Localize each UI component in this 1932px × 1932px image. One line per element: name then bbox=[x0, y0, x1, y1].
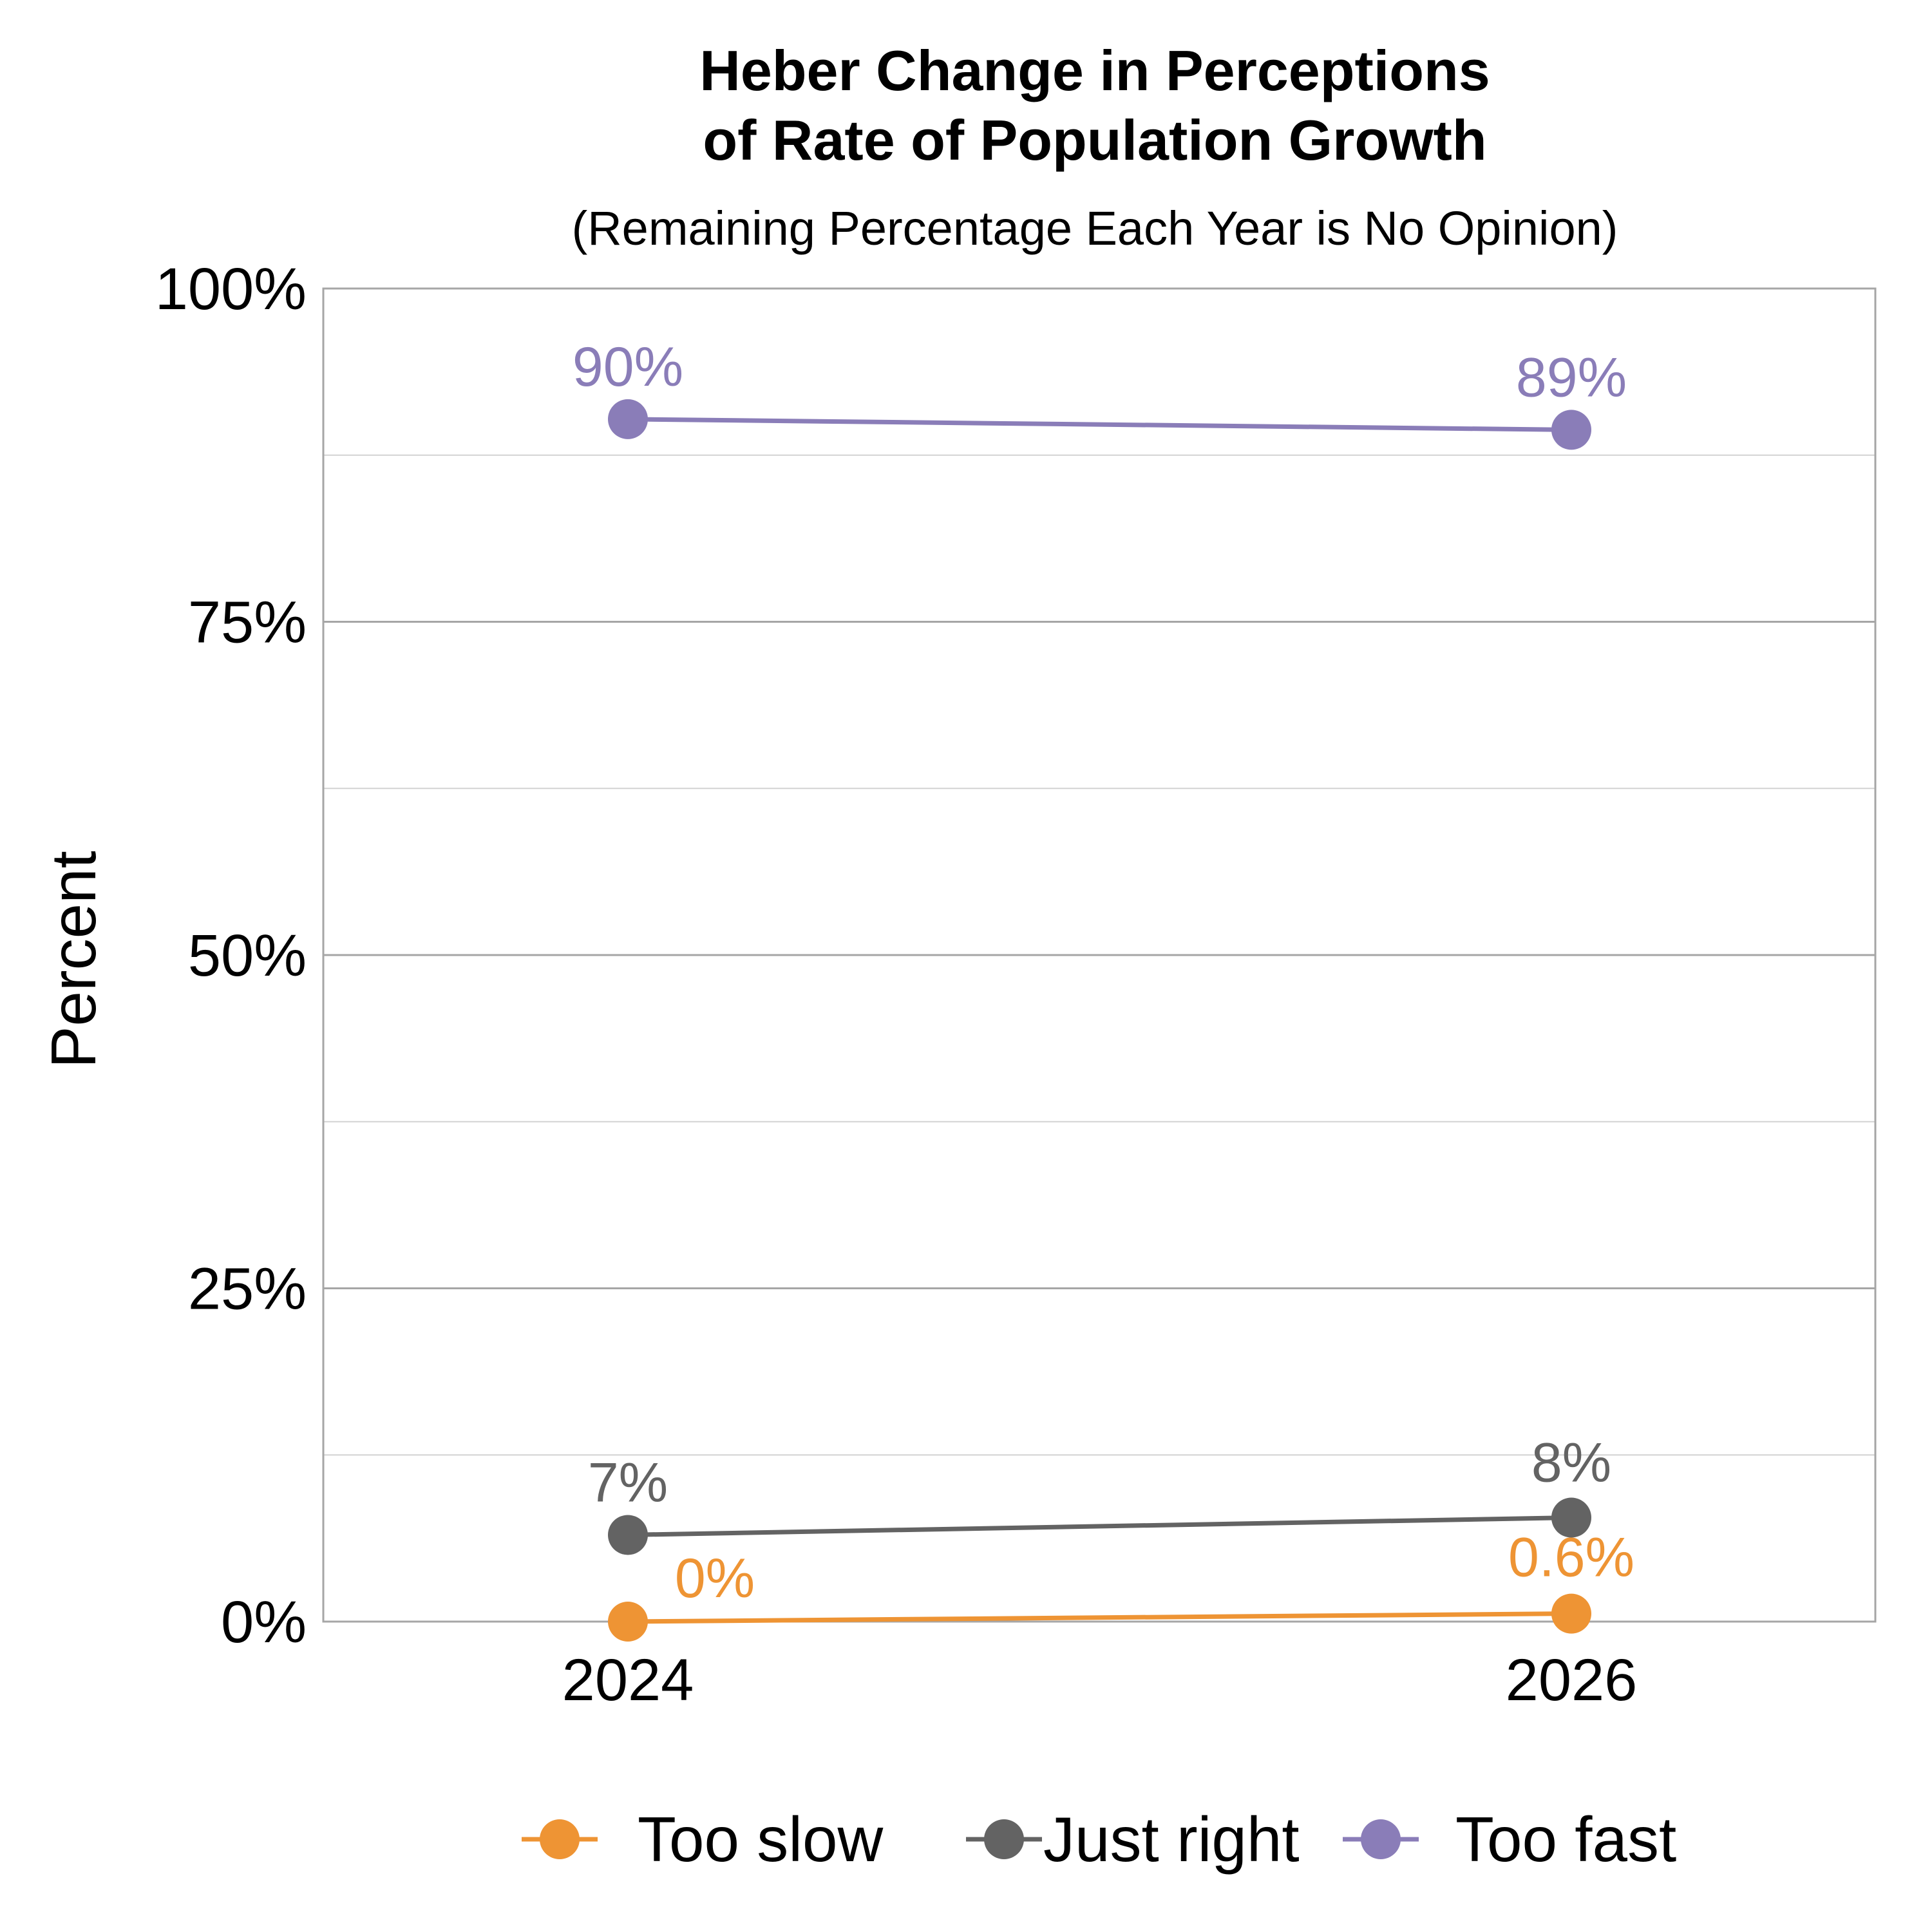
chart-title-line-2: of Rate of Population Growth bbox=[703, 108, 1486, 172]
legend-item-too-fast: Too fast bbox=[1343, 1804, 1676, 1875]
series: 0% 0.6% 7% 8% 90% 89% bbox=[573, 336, 1634, 1642]
data-point bbox=[1551, 1593, 1591, 1634]
legend-item-just-right: Just right bbox=[966, 1804, 1300, 1875]
legend-label: Just right bbox=[1043, 1804, 1300, 1875]
y-axis-ticks: 0% 25% 50% 75% 100% bbox=[155, 256, 307, 1655]
gridlines bbox=[323, 454, 1875, 1456]
y-tick-label: 0% bbox=[221, 1589, 307, 1655]
legend-marker bbox=[1361, 1819, 1401, 1859]
data-point bbox=[608, 1602, 648, 1642]
legend-marker bbox=[540, 1819, 580, 1859]
data-label: 89% bbox=[1516, 346, 1627, 408]
data-point bbox=[1551, 1497, 1591, 1538]
data-label: 8% bbox=[1531, 1432, 1611, 1494]
data-label: 0% bbox=[675, 1548, 755, 1609]
y-tick-label: 75% bbox=[188, 590, 307, 656]
legend-label: Too slow bbox=[638, 1804, 884, 1875]
legend-marker bbox=[984, 1819, 1024, 1859]
legend-item-too-slow: Too slow bbox=[522, 1804, 884, 1875]
data-label: 90% bbox=[573, 336, 683, 398]
data-point bbox=[608, 399, 648, 439]
x-axis-ticks: 2024 2026 bbox=[562, 1647, 1638, 1713]
x-tick-label: 2026 bbox=[1506, 1647, 1638, 1713]
legend: Too slow Just right Too fast bbox=[522, 1804, 1676, 1875]
series-line bbox=[627, 417, 1572, 432]
chart-title-line-1: Heber Change in Perceptions bbox=[699, 39, 1490, 102]
data-point bbox=[608, 1515, 648, 1555]
series-too-slow: 0% 0.6% bbox=[608, 1527, 1634, 1642]
y-tick-label: 100% bbox=[155, 256, 307, 322]
y-tick-label: 50% bbox=[188, 923, 307, 989]
plot-border bbox=[322, 287, 1877, 1623]
series-too-fast: 90% 89% bbox=[573, 336, 1627, 450]
chart-subtitle: (Remaining Percentage Each Year is No Op… bbox=[572, 202, 1618, 255]
y-axis-title: Percent bbox=[38, 851, 109, 1068]
series-just-right: 7% 8% bbox=[588, 1432, 1611, 1555]
y-tick-label: 25% bbox=[188, 1256, 307, 1322]
legend-label: Too fast bbox=[1455, 1804, 1676, 1875]
x-tick-label: 2024 bbox=[562, 1647, 694, 1713]
series-line bbox=[627, 1515, 1572, 1537]
data-label: 7% bbox=[588, 1452, 668, 1513]
data-point bbox=[1551, 410, 1591, 450]
series-line bbox=[627, 1611, 1572, 1624]
